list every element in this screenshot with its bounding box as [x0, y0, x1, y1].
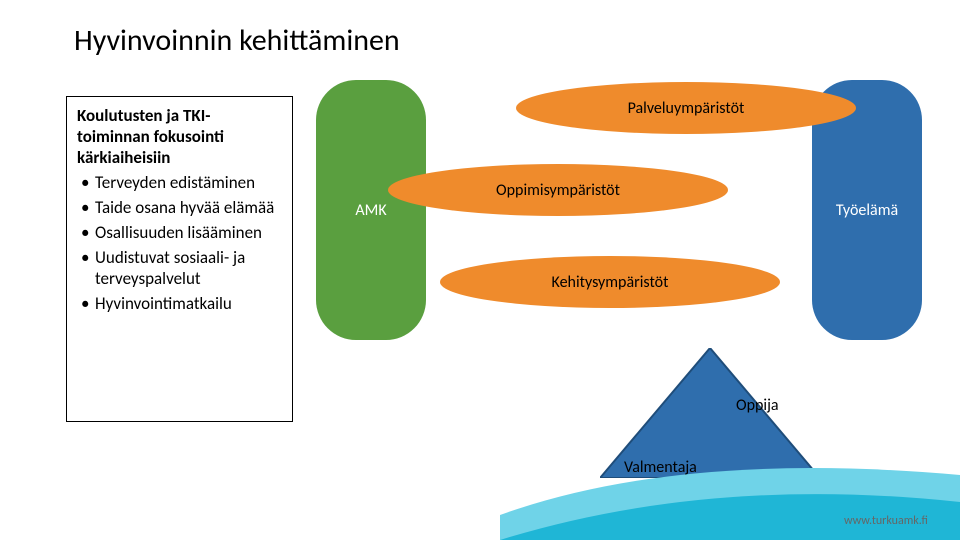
ellipse-kehitys: Kehitysympäristöt — [440, 256, 780, 308]
amk-block: AMK — [316, 80, 426, 340]
triangle-label-oppija: Oppija — [736, 396, 779, 415]
list-item: Uudistuvat sosiaali- ja terveyspalvelut — [77, 247, 282, 289]
worklife-label: Työelämä — [836, 201, 898, 220]
amk-label: AMK — [355, 201, 386, 220]
focus-heading: Koulutusten ja TKI-toiminnan fokusointi … — [77, 105, 282, 168]
ellipse-label: Kehitysympäristöt — [552, 273, 669, 292]
footer-url: www.turkuamk.fi — [844, 514, 928, 528]
page-title: Hyvinvoinnin kehittäminen — [74, 22, 400, 59]
ellipse-label: Oppimisympäristöt — [496, 181, 620, 200]
list-item: Osallisuuden lisääminen — [77, 222, 282, 243]
list-item: Taide osana hyvää elämää — [77, 197, 282, 218]
ellipse-label: Palveluympäristöt — [628, 99, 745, 118]
list-item: Terveyden edistäminen — [77, 172, 282, 193]
list-item: Hyvinvointimatkailu — [77, 293, 282, 314]
focus-bullet-list: Terveyden edistäminen Taide osana hyvää … — [77, 172, 282, 314]
focus-textbox: Koulutusten ja TKI-toiminnan fokusointi … — [66, 96, 293, 422]
ellipse-palvelu: Palveluympäristöt — [516, 82, 856, 134]
ellipse-oppimis: Oppimisympäristöt — [388, 164, 728, 216]
